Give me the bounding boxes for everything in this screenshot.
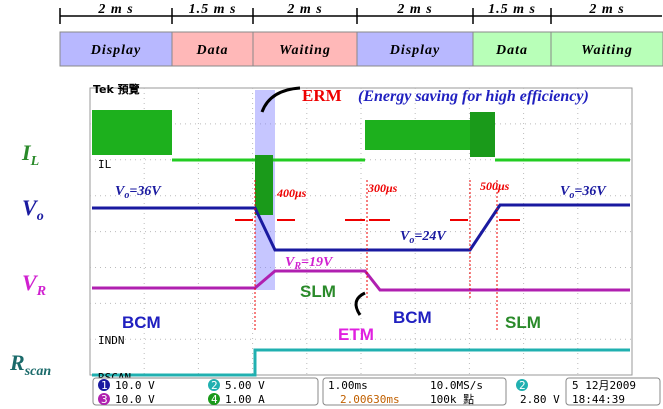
figure: 2 m s Display 1.5 m s Data 2 m s Waiting 2 m s… xyxy=(0,0,663,409)
channel-scale: 5.00 V xyxy=(225,379,265,392)
phase-label: Display xyxy=(389,43,441,58)
time: 18:44:39 xyxy=(572,393,625,406)
voltage-label: VR=19V xyxy=(285,255,334,272)
mode-label: SLM xyxy=(300,282,336,301)
il-burst xyxy=(365,120,470,150)
channel-label: IL xyxy=(98,158,112,171)
channel-scale: 1.00 A xyxy=(225,393,265,406)
scope-brand: Tek 預覽 xyxy=(93,82,140,96)
timing-label: 1.5 m s xyxy=(488,2,536,17)
timing-label: 2 m s xyxy=(286,2,322,17)
il-spike xyxy=(255,155,273,215)
channel-num: 3 xyxy=(101,393,108,406)
channel-num: 1 xyxy=(101,379,108,392)
channel-scale: 10.0 V xyxy=(115,379,155,392)
phase-label: Waiting xyxy=(581,43,633,58)
record-length: 100k 點 xyxy=(430,393,474,406)
voltage-label: Vo=36V xyxy=(560,184,607,201)
erm-label: ERM xyxy=(302,86,342,105)
sample-rate: 10.0MS/s xyxy=(430,379,483,392)
channel-label: INDN xyxy=(98,334,125,347)
signal-label: VR xyxy=(22,270,46,299)
channel-num: 4 xyxy=(211,393,218,406)
timing-label: 2 m s xyxy=(588,2,624,17)
trigger-level: 2.80 V xyxy=(520,393,560,406)
time-label: 400μs xyxy=(276,186,307,200)
erm-note: (Energy saving for high efficiency) xyxy=(358,88,589,105)
timing-label: 2 m s xyxy=(97,2,133,17)
phase-label: Data xyxy=(495,43,528,58)
date: 5 12月2009 xyxy=(572,379,636,392)
channel-num: 2 xyxy=(211,379,218,392)
voltage-label: Vo=36V xyxy=(115,184,162,201)
signal-label: Rscan xyxy=(9,350,51,379)
phase-label: Display xyxy=(90,43,142,58)
timebase: 1.00ms xyxy=(328,379,368,392)
timing-label: 2 m s xyxy=(396,2,432,17)
mode-label: BCM xyxy=(122,313,161,332)
status-bar: 1 10.0 V 2 5.00 V 3 10.0 V 4 1.00 A 1.00… xyxy=(93,378,660,406)
signal-label: IL xyxy=(21,140,39,169)
trigger-channel: 2 xyxy=(519,379,526,392)
time-label: 500μs xyxy=(480,179,510,193)
delay: 2.00630ms xyxy=(340,393,400,406)
channel-scale: 10.0 V xyxy=(115,393,155,406)
timing-label: 1.5 m s xyxy=(189,2,237,17)
time-label: 300μs xyxy=(367,181,398,195)
signal-label: Vo xyxy=(22,195,44,224)
voltage-label: Vo=24V xyxy=(400,229,447,246)
il-burst xyxy=(470,112,495,157)
il-burst xyxy=(92,110,172,155)
phase-label: Waiting xyxy=(279,43,331,58)
mode-label: SLM xyxy=(505,313,541,332)
mode-label: ETM xyxy=(338,325,374,344)
timing-header: 2 m s Display 1.5 m s Data 2 m s Waiting 2 m s… xyxy=(60,2,663,66)
phase-label: Data xyxy=(196,43,229,58)
mode-label: BCM xyxy=(393,308,432,327)
